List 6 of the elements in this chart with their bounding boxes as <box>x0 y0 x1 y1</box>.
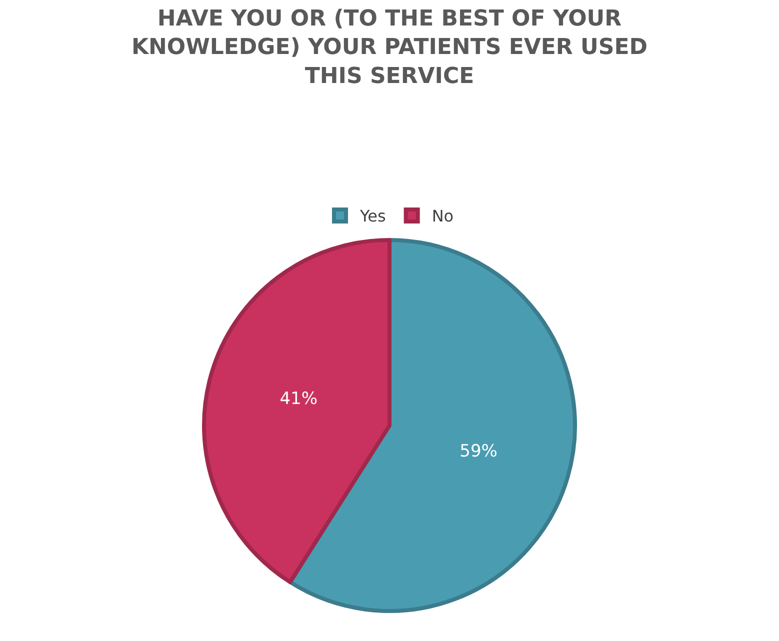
legend-label: Yes <box>359 206 386 226</box>
data-label: 41% <box>280 389 318 410</box>
data-label: 59% <box>460 441 498 462</box>
chart-title: HAVE YOU OR (TO THE BEST OF YOUR KNOWLEDGE) YOUR PATIENTS EVER USED THIS SERVICE <box>131 6 648 89</box>
legend-label: No <box>432 206 454 226</box>
pie-slice <box>202 238 392 584</box>
